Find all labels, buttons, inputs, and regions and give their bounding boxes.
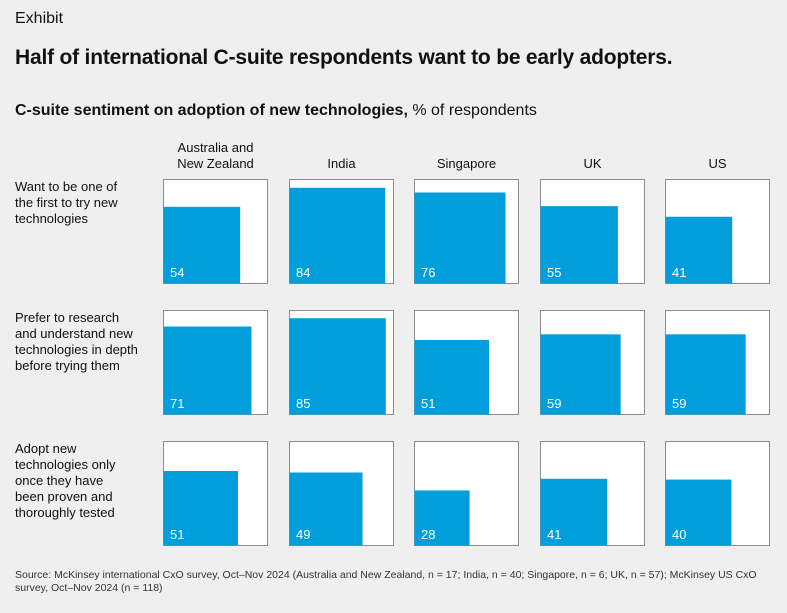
data-label-2-0: 51 xyxy=(170,527,184,542)
bar-2-4 xyxy=(665,479,732,546)
data-label-1-0: 71 xyxy=(170,396,184,411)
chart-unit: % of respondents xyxy=(412,102,537,119)
bar-0-2 xyxy=(414,192,506,284)
data-label-2-2: 28 xyxy=(421,527,435,542)
data-label-2-1: 49 xyxy=(296,527,310,542)
chart-title: C-suite sentiment on adoption of new tec… xyxy=(15,102,408,119)
data-label-1-1: 85 xyxy=(296,396,310,411)
data-label-0-0: 54 xyxy=(170,265,184,280)
bar-0-1 xyxy=(289,187,386,284)
column-header-3-line-0: UK xyxy=(583,156,601,171)
data-label-1-4: 59 xyxy=(672,396,686,411)
data-label-0-4: 41 xyxy=(672,265,686,280)
data-label-0-3: 55 xyxy=(547,265,561,280)
column-header-0-line-1: New Zealand xyxy=(177,156,254,171)
data-label-0-2: 76 xyxy=(421,265,435,280)
row-label-2-line-0: Adopt new xyxy=(15,441,77,456)
row-label-1-line-0: Prefer to research xyxy=(15,310,119,325)
row-label-1-line-1: and understand new xyxy=(15,326,133,341)
row-label-1-line-3: before trying them xyxy=(15,358,120,373)
source-footnote: Source: McKinsey international CxO surve… xyxy=(15,569,757,594)
column-header-4-line-0: US xyxy=(708,156,726,171)
data-label-2-3: 41 xyxy=(547,527,561,542)
column-header-1-line-0: India xyxy=(327,156,356,171)
data-label-2-4: 40 xyxy=(672,527,686,542)
exhibit-label: Exhibit xyxy=(15,10,64,27)
bar-1-3 xyxy=(540,334,621,415)
column-header-2-line-0: Singapore xyxy=(437,156,496,171)
chart-subtitle: C-suite sentiment on adoption of new tec… xyxy=(15,102,537,120)
row-label-1-line-2: technologies in depth xyxy=(15,342,138,357)
row-label-2-line-1: technologies only xyxy=(15,457,116,472)
bar-0-4 xyxy=(665,216,733,284)
bar-0-0 xyxy=(163,206,241,284)
bar-2-0 xyxy=(163,471,238,546)
bar-1-0 xyxy=(163,326,252,415)
row-label-2-line-4: thoroughly tested xyxy=(15,505,115,520)
data-label-1-3: 59 xyxy=(547,396,561,411)
bar-0-3 xyxy=(540,206,618,284)
bar-2-1 xyxy=(289,472,363,546)
data-label-0-1: 84 xyxy=(296,265,310,280)
bar-1-1 xyxy=(289,318,386,415)
row-label-2-line-2: once they have xyxy=(15,473,103,488)
data-label-1-2: 51 xyxy=(421,396,435,411)
row-label-0-line-1: the first to try new xyxy=(15,195,118,210)
row-label-0-line-2: technologies xyxy=(15,211,88,226)
bar-2-2 xyxy=(414,490,470,546)
row-label-0-line-0: Want to be one of xyxy=(15,179,118,194)
bar-2-3 xyxy=(540,478,608,546)
row-label-2-line-3: been proven and xyxy=(15,489,113,504)
column-header-0-line-0: Australia and xyxy=(178,140,254,155)
headline: Half of international C-suite respondent… xyxy=(15,46,673,69)
bar-1-2 xyxy=(414,340,489,415)
bar-1-4 xyxy=(665,334,746,415)
